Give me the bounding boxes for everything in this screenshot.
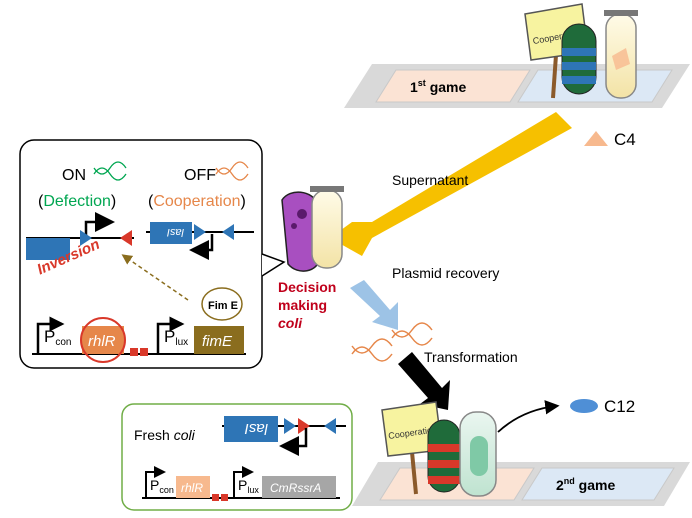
fresh-plux-label: Plux (238, 477, 259, 495)
cooperation-sign-2: Cooperation (381, 401, 443, 495)
fresh-CmRssrA-label: CmRssrA (270, 481, 321, 495)
fresh-rhlR-label: rhlR (181, 481, 203, 495)
decision-bacterium (281, 191, 321, 272)
rhlR-label: rhlR (88, 333, 116, 350)
fimE-gene-label: fimE (202, 333, 233, 350)
c12-arrow (497, 400, 560, 433)
off-construct: lasI (146, 222, 254, 260)
game1-platform: 1st game (344, 64, 690, 108)
rhlR-fimE-construct: Pcon rhlR Plux fimE (32, 316, 246, 363)
fresh-rhlR-gene (176, 476, 210, 498)
dna-icon (351, 322, 433, 362)
rhlR-gene (82, 326, 124, 354)
plux-label: Plux (164, 327, 188, 348)
test-tube-1 (604, 10, 638, 99)
plasmid-recovery-arrow (350, 280, 398, 330)
on-state: (Defection) (38, 193, 116, 210)
supernatant-arrow (330, 112, 572, 256)
dna-icon-on (93, 161, 127, 181)
c12-label: C12 (604, 397, 635, 416)
fimE-protein-label: Fim E (208, 300, 238, 312)
test-tube-2 (459, 411, 497, 497)
genetic-circuit-inset (19, 139, 286, 369)
game1-left-tile (375, 69, 531, 103)
bacterium-cooperator-2 (427, 419, 461, 493)
decision-label: Decision making coli (278, 279, 340, 331)
dna-icon-off (215, 161, 249, 181)
fimE-gene (194, 326, 244, 354)
fresh-lasI-label: lasI (245, 420, 268, 437)
transformation-label: Transformation (424, 349, 518, 365)
supernatant-label: Supernatant (392, 172, 468, 188)
fresh-lasI-construct: lasI (222, 416, 346, 456)
fresh-pcon-label: Pcon (150, 477, 174, 495)
lasI-label-off: lasI (167, 226, 184, 238)
fimE-regulation-arrow (121, 254, 189, 301)
game2-label: 2nd game (556, 476, 615, 493)
off-state: (Cooperation) (148, 193, 246, 210)
lasI-gene-off (150, 222, 192, 244)
fresh-rhlR-construct: Pcon rhlR Plux CmRssrA (142, 466, 340, 501)
game2-platform: 2nd game (352, 462, 690, 506)
pcon-label: Pcon (44, 327, 71, 348)
game1-label: 1st game (410, 78, 466, 95)
decision-test-tube (310, 186, 344, 269)
on-label: ON (62, 167, 86, 184)
bacterium-cooperator-1 (561, 23, 597, 95)
fresh-lasI-gene (224, 416, 278, 442)
plasmid-recovery-label: Plasmid recovery (392, 265, 499, 281)
rhlR-protein-circle (80, 317, 126, 363)
game2-right-tile (521, 467, 675, 501)
off-label: OFF (184, 167, 216, 184)
c4-triangle-icon (584, 131, 608, 146)
transformation-arrow (398, 352, 450, 410)
fresh-CmRssrA-gene (262, 476, 336, 498)
c12-ellipse-icon (570, 399, 598, 413)
fresh-coli-title: Fresh coli (134, 427, 196, 443)
fimE-protein-circle (201, 287, 243, 321)
c4-label: C4 (614, 130, 636, 149)
lasI-gene-on (26, 238, 70, 260)
